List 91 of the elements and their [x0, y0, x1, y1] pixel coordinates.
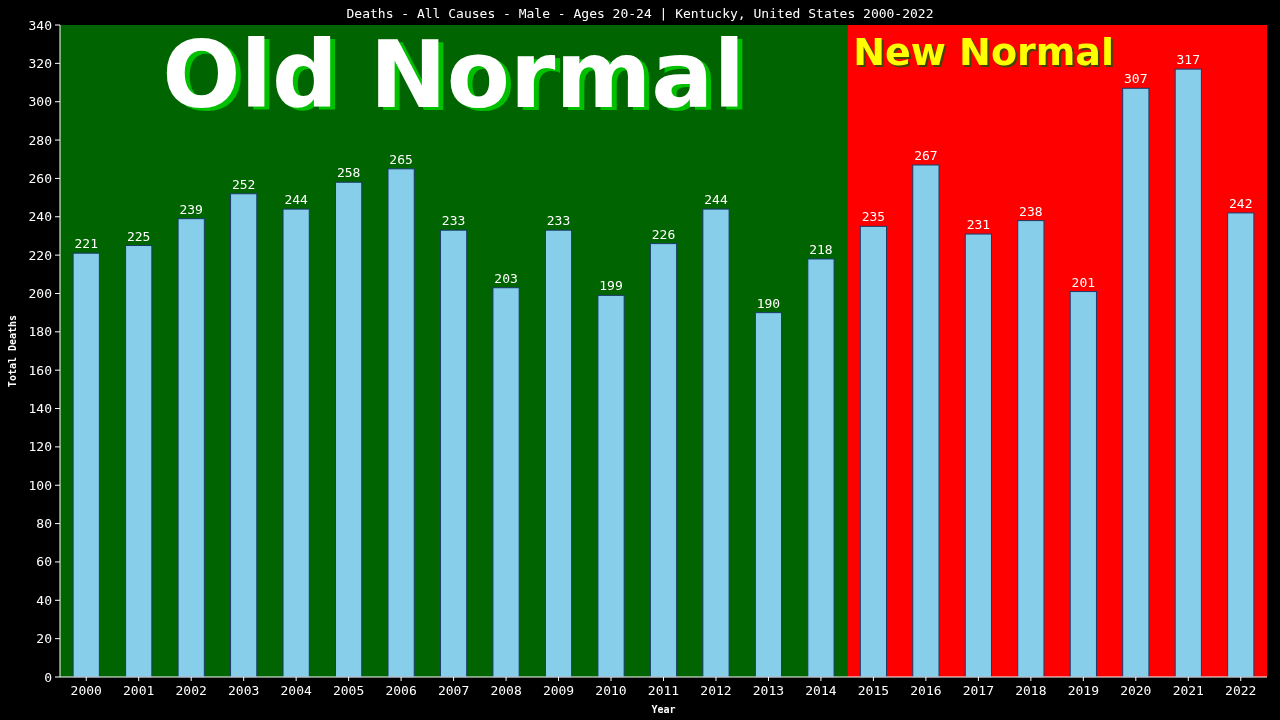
bar [859, 225, 888, 678]
data-label: 201 [1071, 274, 1096, 290]
data-label: 242 [1229, 195, 1253, 211]
y-tick-label: 120 [28, 439, 52, 455]
x-tick-label: 2012 [700, 683, 732, 698]
data-label: 218 [809, 241, 833, 257]
y-tick-label: 260 [28, 170, 52, 186]
y-tick-label: 220 [28, 247, 52, 263]
y-tick-label: 60 [36, 554, 52, 570]
bar [492, 287, 520, 678]
bar [1174, 68, 1202, 678]
y-tick-label: 280 [28, 132, 52, 148]
data-label: 317 [1176, 52, 1201, 68]
y-tick-label: 40 [36, 592, 52, 608]
data-label: 239 [179, 201, 203, 217]
y-tick-label: 140 [28, 401, 52, 417]
bar [125, 245, 153, 678]
x-tick-label: 2018 [1015, 683, 1047, 698]
data-label: 233 [546, 213, 571, 229]
y-tick-label: 200 [28, 286, 52, 302]
x-tick-label: 2013 [752, 683, 785, 698]
data-label: 258 [336, 165, 361, 181]
bar [964, 233, 992, 678]
band-label: New Normal [853, 30, 1114, 74]
bar [754, 312, 783, 678]
x-tick-label: 2015 [857, 683, 890, 698]
y-tick-label: 80 [36, 516, 52, 532]
y-tick-label: 100 [28, 477, 52, 493]
data-label: 307 [1124, 71, 1148, 87]
bar [1017, 220, 1045, 678]
data-label: 267 [914, 147, 938, 163]
bar [702, 208, 730, 678]
data-label: 203 [494, 270, 518, 286]
data-label: 252 [231, 176, 256, 192]
bar [230, 193, 258, 678]
data-label: 226 [651, 226, 676, 242]
x-tick-label: 2007 [437, 683, 470, 698]
data-label: 199 [599, 278, 623, 294]
x-tick-label: 2001 [123, 683, 155, 698]
y-tick-label: 160 [28, 362, 52, 378]
x-tick-label: 2016 [910, 683, 942, 698]
data-label: 235 [861, 209, 886, 225]
bar [1069, 291, 1097, 678]
y-tick-label: 20 [36, 631, 52, 647]
bar [912, 164, 940, 678]
y-tick-label: 340 [28, 17, 52, 33]
bar [544, 229, 573, 678]
data-label: 265 [389, 151, 413, 167]
x-tick-label: 2010 [595, 683, 627, 698]
x-tick-label: 2005 [332, 683, 365, 698]
bar [649, 243, 678, 678]
y-tick-label: 300 [28, 94, 52, 110]
x-tick-label: 2006 [385, 683, 417, 698]
chart-title: Deaths - All Causes - Male - Ages 20-24 | Kentucky, United States 2000-2022 [346, 6, 934, 21]
bar [1227, 212, 1255, 678]
x-tick-label: 2019 [1067, 683, 1099, 698]
data-label: 190 [756, 295, 781, 311]
x-tick-label: 2014 [805, 683, 837, 698]
y-tick-label: 180 [28, 324, 52, 340]
bar [177, 218, 205, 678]
data-label: 244 [704, 192, 728, 208]
data-label: 233 [441, 213, 466, 229]
x-tick-label: 2020 [1120, 683, 1152, 698]
x-tick-label: 2008 [490, 683, 522, 698]
bar [282, 208, 310, 678]
data-label: 231 [966, 217, 991, 233]
bar [597, 294, 625, 678]
bar [807, 258, 835, 678]
data-label: 244 [284, 192, 309, 208]
x-tick-label: 2011 [647, 683, 680, 698]
y-tick-label: 320 [28, 55, 52, 71]
y-tick-label: 240 [28, 209, 52, 225]
data-label: 225 [126, 228, 151, 244]
y-tick-label: 0 [44, 669, 52, 685]
y-axis-title: Total Deaths [7, 314, 18, 388]
bar [72, 252, 100, 678]
x-axis-title: Year [651, 704, 676, 715]
x-tick-label: 2022 [1225, 683, 1257, 698]
x-tick-label: 2009 [542, 683, 575, 698]
bar [335, 181, 363, 678]
data-label: 238 [1019, 203, 1043, 219]
x-tick-label: 2000 [70, 683, 102, 698]
x-tick-label: 2002 [175, 683, 207, 698]
x-tick-label: 2004 [280, 683, 312, 698]
bar [439, 229, 468, 678]
bar [387, 168, 415, 678]
x-tick-label: 2003 [228, 683, 260, 698]
bar [1122, 87, 1150, 678]
data-label: 221 [74, 236, 98, 252]
x-tick-label: 2021 [1172, 683, 1204, 698]
x-tick-label: 2017 [962, 683, 995, 698]
